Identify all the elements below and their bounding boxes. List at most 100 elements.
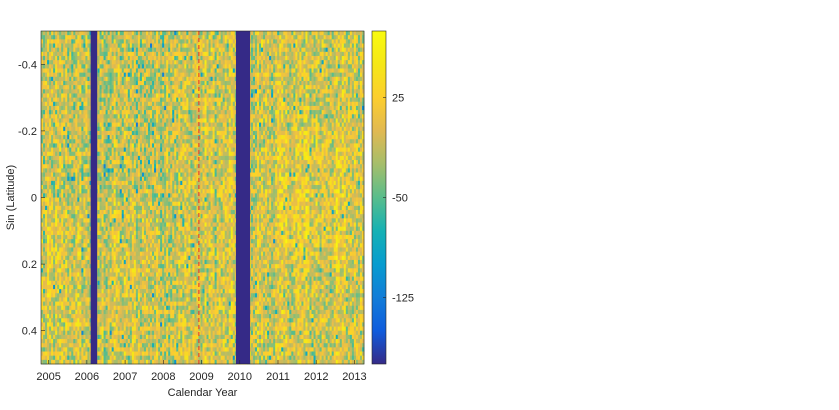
heatmap-cell — [154, 135, 157, 140]
heatmap-cell — [103, 31, 106, 36]
heatmap-cell — [71, 185, 74, 190]
heatmap-cell — [49, 334, 52, 340]
heatmap-cell — [65, 110, 68, 115]
heatmap-cell — [162, 339, 165, 344]
heatmap-cell — [87, 139, 90, 144]
heatmap-cell — [145, 226, 149, 232]
heatmap-cell — [55, 305, 58, 311]
heatmap-cell — [158, 172, 161, 178]
heatmap-cell — [121, 60, 125, 65]
heatmap-cell — [111, 272, 115, 277]
heatmap-cell — [103, 272, 106, 277]
heatmap-cell — [107, 264, 111, 269]
heatmap-cell — [141, 276, 145, 282]
heatmap-cell — [115, 143, 119, 148]
heatmap-cell — [158, 330, 161, 336]
heatmap-cell — [150, 35, 153, 40]
heatmap-cell — [113, 251, 117, 257]
heatmap-cell — [139, 164, 143, 169]
heatmap-cell — [41, 193, 44, 198]
heatmap-cell — [131, 205, 135, 211]
heatmap-cell — [83, 143, 86, 148]
heatmap-cell — [77, 334, 80, 340]
heatmap-cell — [111, 314, 115, 319]
heatmap-cell — [99, 168, 102, 173]
heatmap-cell — [145, 155, 149, 161]
heatmap-cell — [113, 151, 117, 157]
heatmap-cell — [85, 101, 88, 107]
heatmap-cell — [97, 205, 100, 211]
heatmap-cell — [47, 80, 50, 86]
heatmap-cell — [135, 309, 139, 315]
heatmap-cell — [47, 309, 50, 315]
heatmap-cell — [129, 35, 133, 40]
heatmap-cell — [164, 193, 167, 198]
heatmap-cell — [115, 205, 119, 211]
heatmap-cell — [49, 293, 52, 298]
heatmap-cell — [61, 322, 64, 327]
heatmap-cell — [41, 214, 44, 219]
heatmap-cell — [85, 205, 88, 211]
heatmap-cell — [111, 230, 115, 236]
heatmap-cell — [79, 72, 82, 78]
heatmap-cell — [79, 151, 82, 157]
heatmap-cell — [147, 334, 151, 340]
heatmap-cell — [111, 343, 115, 348]
heatmap-cell — [83, 339, 86, 344]
heatmap-cell — [83, 280, 86, 286]
heatmap-cell — [133, 339, 137, 344]
heatmap-cell — [109, 139, 113, 144]
heatmap-cell — [105, 55, 109, 61]
heatmap-cell — [137, 247, 141, 253]
heatmap-cell — [53, 193, 56, 198]
heatmap-cell — [143, 164, 147, 169]
heatmap-cell — [57, 301, 60, 307]
heatmap-cell — [45, 118, 48, 123]
heatmap-cell — [45, 89, 48, 94]
heatmap-cell — [79, 85, 82, 90]
heatmap-cell — [125, 264, 129, 269]
heatmap-cell — [55, 101, 58, 107]
heatmap-cell — [117, 35, 121, 40]
heatmap-cell — [61, 85, 64, 90]
heatmap-cell — [111, 209, 115, 215]
heatmap-cell — [99, 318, 102, 323]
heatmap-cell — [71, 197, 74, 203]
heatmap-cell — [87, 89, 90, 94]
heatmap-cell — [125, 51, 129, 57]
heatmap-cell — [115, 93, 119, 98]
heatmap-cell — [81, 230, 84, 236]
heatmap-cell — [152, 230, 155, 236]
heatmap-cell — [145, 276, 149, 282]
heatmap-cell — [49, 230, 52, 236]
heatmap-cell — [67, 247, 70, 253]
heatmap-cell — [139, 218, 143, 223]
heatmap-cell — [160, 334, 163, 340]
heatmap-cell — [59, 155, 62, 161]
heatmap-cell — [129, 293, 133, 298]
heatmap-cell — [117, 318, 121, 323]
heatmap-cell — [147, 247, 151, 253]
heatmap-cell — [81, 118, 84, 123]
heatmap-cell — [113, 47, 117, 53]
heatmap-cell — [125, 47, 129, 53]
heatmap-cell — [137, 284, 141, 290]
heatmap-cell — [57, 334, 60, 340]
heatmap-cell — [150, 185, 153, 190]
heatmap-cell — [135, 97, 139, 103]
heatmap-cell — [137, 226, 141, 232]
heatmap-cell — [107, 97, 111, 103]
heatmap-cell — [115, 251, 119, 257]
heatmap-cell — [164, 85, 167, 90]
heatmap-cell — [131, 47, 135, 53]
heatmap-cell — [137, 47, 141, 53]
heatmap-cell — [113, 326, 117, 332]
heatmap-cell — [162, 89, 165, 94]
heatmap-cell — [141, 118, 145, 123]
heatmap-cell — [69, 264, 72, 269]
heatmap-cell — [43, 222, 46, 228]
heatmap-cell — [139, 80, 143, 86]
heatmap-cell — [59, 126, 62, 132]
heatmap-cell — [105, 359, 109, 365]
heatmap-cell — [87, 226, 90, 232]
